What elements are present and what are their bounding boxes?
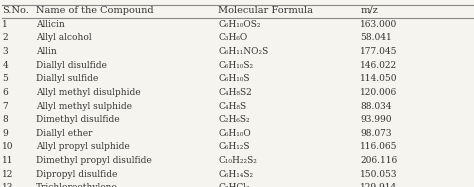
Text: Allyl methyl disulphide: Allyl methyl disulphide [36, 88, 140, 97]
Text: Trichloroethylene: Trichloroethylene [36, 183, 118, 187]
Text: 8: 8 [2, 115, 8, 124]
Text: Allicin: Allicin [36, 20, 64, 29]
Text: 9: 9 [2, 129, 8, 138]
Text: 58.041: 58.041 [360, 33, 392, 42]
Text: 7: 7 [2, 102, 8, 111]
Text: 114.050: 114.050 [360, 74, 398, 83]
Text: 116.065: 116.065 [360, 142, 398, 151]
Text: 6: 6 [2, 88, 8, 97]
Text: Allyl propyl sulphide: Allyl propyl sulphide [36, 142, 129, 151]
Text: 4: 4 [2, 61, 8, 70]
Text: 163.000: 163.000 [360, 20, 398, 29]
Text: Allin: Allin [36, 47, 56, 56]
Text: 10: 10 [2, 142, 14, 151]
Text: 98.073: 98.073 [360, 129, 392, 138]
Text: C₆H₁₀OS₂: C₆H₁₀OS₂ [218, 20, 261, 29]
Text: Diallyl sulfide: Diallyl sulfide [36, 74, 98, 83]
Text: m/z: m/z [360, 6, 378, 15]
Text: C₆H₁₀S: C₆H₁₀S [218, 74, 249, 83]
Text: C₆H₁₁NO₂S: C₆H₁₁NO₂S [218, 47, 268, 56]
Text: 1: 1 [2, 20, 8, 29]
Text: C₄H₈S: C₄H₈S [218, 102, 246, 111]
Text: C₃H₆O: C₃H₆O [218, 33, 247, 42]
Text: Molecular Formula: Molecular Formula [218, 6, 313, 15]
Text: C₆H₁₀O: C₆H₁₀O [218, 129, 251, 138]
Text: 2: 2 [2, 33, 8, 42]
Text: 206.116: 206.116 [360, 156, 398, 165]
Text: C₄H₈S2: C₄H₈S2 [218, 88, 252, 97]
Text: 13: 13 [2, 183, 14, 187]
Text: 12: 12 [2, 170, 14, 179]
Text: Dipropyl disulfide: Dipropyl disulfide [36, 170, 117, 179]
Text: Diallyl ether: Diallyl ether [36, 129, 92, 138]
Text: Name of the Compound: Name of the Compound [36, 6, 153, 15]
Text: 5: 5 [2, 74, 8, 83]
Text: 150.053: 150.053 [360, 170, 398, 179]
Text: 120.006: 120.006 [360, 88, 398, 97]
Text: C₆H₁₂S: C₆H₁₂S [218, 142, 249, 151]
Text: Diallyl disulfide: Diallyl disulfide [36, 61, 107, 70]
Text: 93.990: 93.990 [360, 115, 392, 124]
Text: 146.022: 146.022 [360, 61, 397, 70]
Text: C₆H₁₄S₂: C₆H₁₄S₂ [218, 170, 253, 179]
Text: Dimethyl propyl disulfide: Dimethyl propyl disulfide [36, 156, 151, 165]
Text: Allyl methyl sulphide: Allyl methyl sulphide [36, 102, 132, 111]
Text: 11: 11 [2, 156, 14, 165]
Text: Allyl alcohol: Allyl alcohol [36, 33, 91, 42]
Text: C₆H₁₀S₂: C₆H₁₀S₂ [218, 61, 253, 70]
Text: 129.914: 129.914 [360, 183, 398, 187]
Text: C₂HCl₃: C₂HCl₃ [218, 183, 250, 187]
Text: C₂H₆S₂: C₂H₆S₂ [218, 115, 250, 124]
Text: C₁₀H₂₂S₂: C₁₀H₂₂S₂ [218, 156, 257, 165]
Text: 88.034: 88.034 [360, 102, 392, 111]
Text: 3: 3 [2, 47, 8, 56]
Text: 177.045: 177.045 [360, 47, 398, 56]
Text: S.No.: S.No. [2, 6, 29, 15]
Text: Dimethyl disulfide: Dimethyl disulfide [36, 115, 119, 124]
